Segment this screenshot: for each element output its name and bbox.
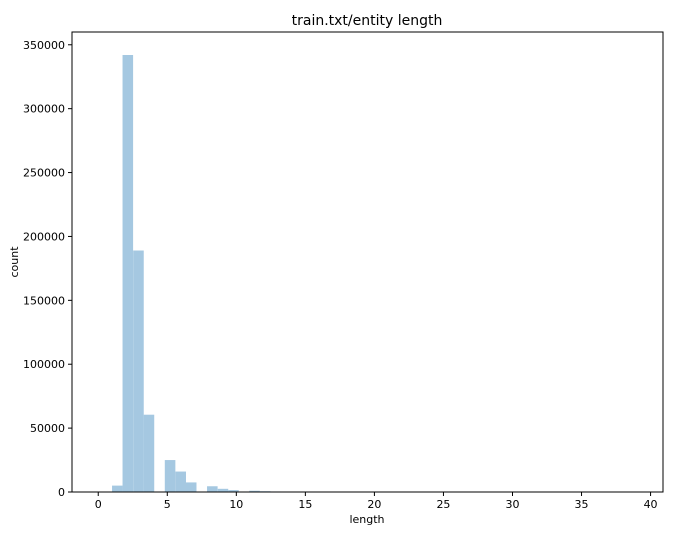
y-tick-label: 350000	[23, 39, 65, 52]
y-axis-ticks: 0 50000 100000 150000 200000 250000 300000 3500…	[23, 39, 72, 499]
y-axis-label: count	[8, 246, 21, 278]
x-tick-label: 0	[95, 498, 102, 511]
x-tick-label: 35	[575, 498, 589, 511]
y-tick-label: 150000	[23, 294, 65, 307]
x-tick-label: 15	[298, 498, 312, 511]
x-tick-label: 10	[229, 498, 243, 511]
histogram-bar	[143, 414, 155, 492]
histogram-bar	[185, 482, 197, 492]
histogram-bar	[122, 55, 134, 492]
plot-frame	[71, 31, 664, 493]
y-tick-label: 50000	[30, 422, 65, 435]
y-tick-label: 0	[58, 486, 65, 499]
x-tick-label: 25	[436, 498, 450, 511]
x-tick-label: 5	[164, 498, 171, 511]
histogram-bar	[133, 250, 144, 492]
y-tick-label: 200000	[23, 230, 65, 243]
x-tick-label: 20	[367, 498, 381, 511]
x-tick-label: 40	[644, 498, 658, 511]
bars-group	[112, 55, 324, 492]
histogram-bar	[207, 486, 218, 492]
histogram-bar	[164, 460, 176, 492]
histogram-bar	[175, 471, 186, 492]
histogram-bar	[249, 490, 260, 492]
histogram-bar	[217, 488, 229, 492]
x-tick-label: 30	[505, 498, 519, 511]
histogram-bar	[112, 485, 123, 492]
x-axis-ticks: 0 5 10 15 20 25 30 35 40	[95, 492, 658, 511]
chart-title: train.txt/entity length	[292, 13, 443, 29]
x-axis-label: length	[349, 513, 384, 526]
y-tick-label: 300000	[23, 103, 65, 116]
histogram-bar	[228, 490, 239, 492]
y-tick-label: 100000	[23, 358, 65, 371]
y-tick-label: 250000	[23, 167, 65, 180]
